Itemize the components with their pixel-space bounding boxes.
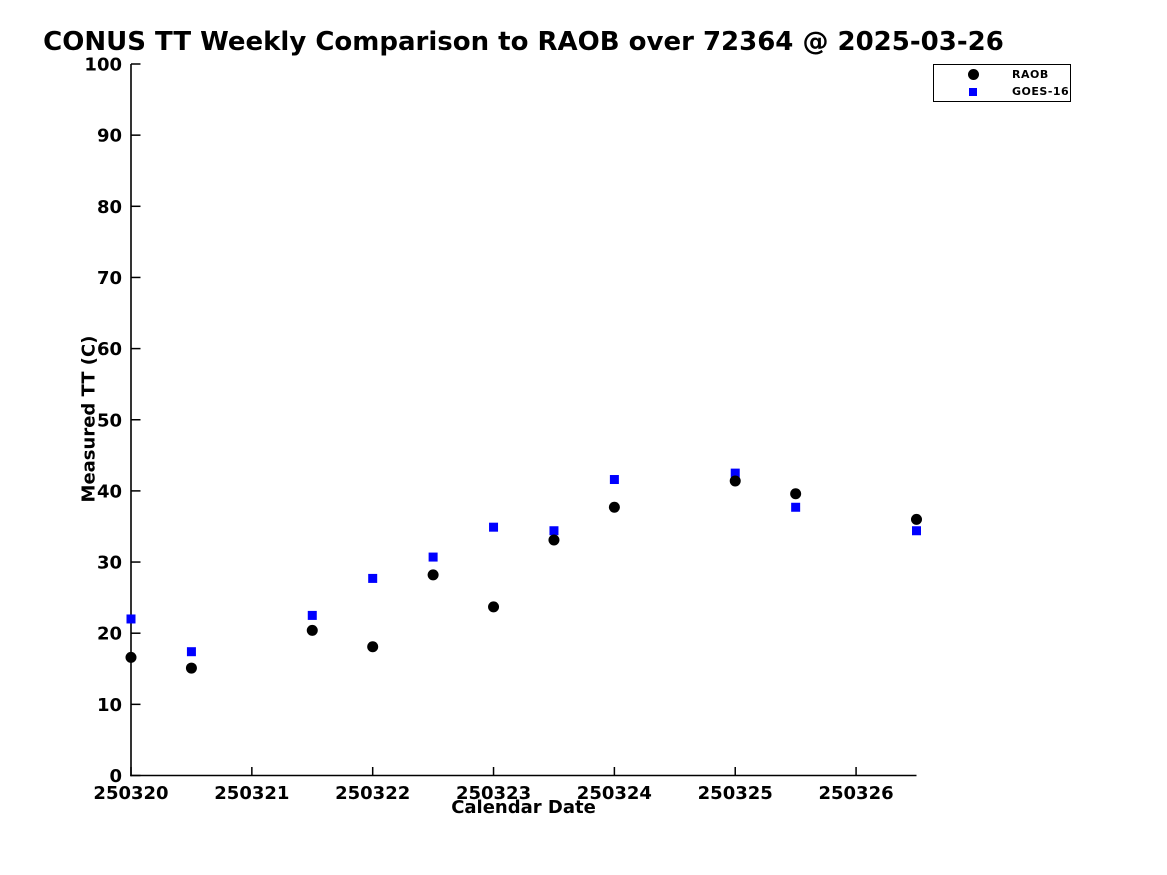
y-tick-label: 30 xyxy=(97,553,122,574)
x-tick-label: 250325 xyxy=(698,783,773,804)
y-tick-label: 10 xyxy=(97,695,122,716)
goes16-point xyxy=(307,610,317,620)
x-axis-label: Calendar Date xyxy=(451,797,596,818)
x-tick-label: 250321 xyxy=(214,783,289,804)
goes16-point xyxy=(126,614,136,624)
raob-circle-marker-icon xyxy=(967,69,979,80)
goes16-point xyxy=(186,647,196,657)
raob-point xyxy=(790,488,802,500)
raob-point xyxy=(306,624,318,636)
x-tick-label: 250324 xyxy=(577,783,652,804)
x-tick-label: 250322 xyxy=(335,783,410,804)
y-tick-label: 60 xyxy=(97,339,122,360)
y-tick-label: 20 xyxy=(97,624,122,645)
goes16-point xyxy=(368,573,378,583)
goes16-point xyxy=(912,526,921,536)
goes16-point xyxy=(791,502,801,512)
chart-title: CONUS TT Weekly Comparison to RAOB over … xyxy=(43,27,1004,57)
x-tick-label: 250320 xyxy=(93,783,168,804)
legend-item-raob: RAOB xyxy=(934,66,1070,83)
y-tick-label: 0 xyxy=(109,766,122,787)
legend-label-goes16: GOES-16 xyxy=(1012,85,1070,98)
x-tick-label: 250323 xyxy=(456,783,531,804)
raob-point xyxy=(608,501,620,513)
raob-point xyxy=(911,513,922,525)
legend: RAOB GOES-16 xyxy=(933,64,1071,102)
y-tick-label: 80 xyxy=(97,197,122,218)
goes16-point xyxy=(428,552,438,562)
goes16-square-marker-icon xyxy=(969,87,977,96)
legend-marker-cell xyxy=(934,87,1012,96)
y-tick-label: 70 xyxy=(97,268,122,289)
y-tick-label: 40 xyxy=(97,481,122,502)
goes16-point xyxy=(730,468,740,478)
raob-point xyxy=(125,651,137,663)
y-tick-label: 90 xyxy=(97,126,122,147)
legend-label-raob: RAOB xyxy=(1012,68,1049,81)
legend-item-goes16: GOES-16 xyxy=(934,83,1070,100)
raob-point xyxy=(427,569,439,581)
goes16-point xyxy=(549,526,559,536)
y-tick-label: 100 xyxy=(84,55,122,76)
legend-marker-cell xyxy=(934,69,1012,80)
goes16-point xyxy=(609,475,619,485)
y-axis-label: Measured TT (C) xyxy=(78,335,100,503)
raob-point xyxy=(185,662,197,674)
goes16-point xyxy=(489,522,499,532)
raob-point xyxy=(729,475,741,487)
raob-point xyxy=(367,641,379,653)
x-tick-label: 250326 xyxy=(818,783,893,804)
raob-point xyxy=(548,534,560,546)
raob-point xyxy=(488,601,500,613)
y-tick-label: 50 xyxy=(97,410,122,431)
